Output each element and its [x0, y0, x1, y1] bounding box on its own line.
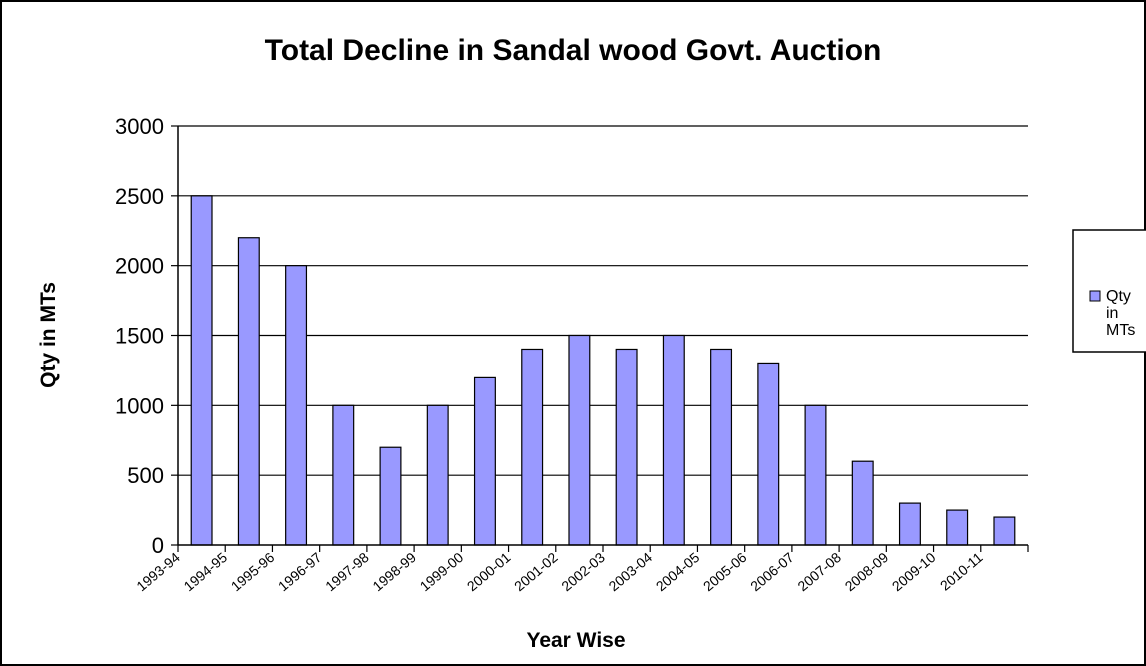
bar [285, 265, 308, 546]
legend-box [1072, 229, 1146, 353]
y-axis-label: Qty in MTs [37, 282, 60, 388]
bar [710, 348, 733, 546]
bar [379, 446, 402, 546]
bar [332, 404, 355, 546]
bar [473, 376, 496, 546]
bar [568, 334, 591, 546]
y-tick-label: 1000 [115, 393, 164, 418]
bar [521, 348, 544, 546]
y-tick-label: 500 [127, 463, 164, 488]
y-tick-label: 1500 [115, 324, 164, 349]
y-tick-label: 2500 [115, 184, 164, 209]
y-tick-label: 3000 [115, 114, 164, 139]
x-axis-label: Year Wise [526, 629, 625, 652]
bar [426, 404, 449, 546]
legend-label-line: MTs [1106, 322, 1135, 339]
bar [898, 502, 921, 546]
bar [615, 348, 638, 546]
bar [851, 460, 874, 546]
legend: Qty in MTs [1072, 229, 1146, 353]
y-tick-label: 2000 [115, 254, 164, 279]
legend-swatch [1089, 290, 1101, 302]
legend-label-line: Qty [1106, 288, 1131, 305]
bar [237, 237, 260, 546]
bar [662, 334, 685, 546]
legend-label-line: in [1106, 305, 1118, 322]
bar [946, 509, 969, 546]
legend-label: Qty in MTs [1106, 288, 1135, 339]
chart-title: Total Decline in Sandal wood Govt. Aucti… [265, 34, 882, 67]
bar [757, 362, 780, 546]
bar [804, 404, 827, 546]
bar [993, 516, 1016, 546]
bar [190, 195, 213, 546]
y-tick-label: 0 [152, 533, 164, 558]
